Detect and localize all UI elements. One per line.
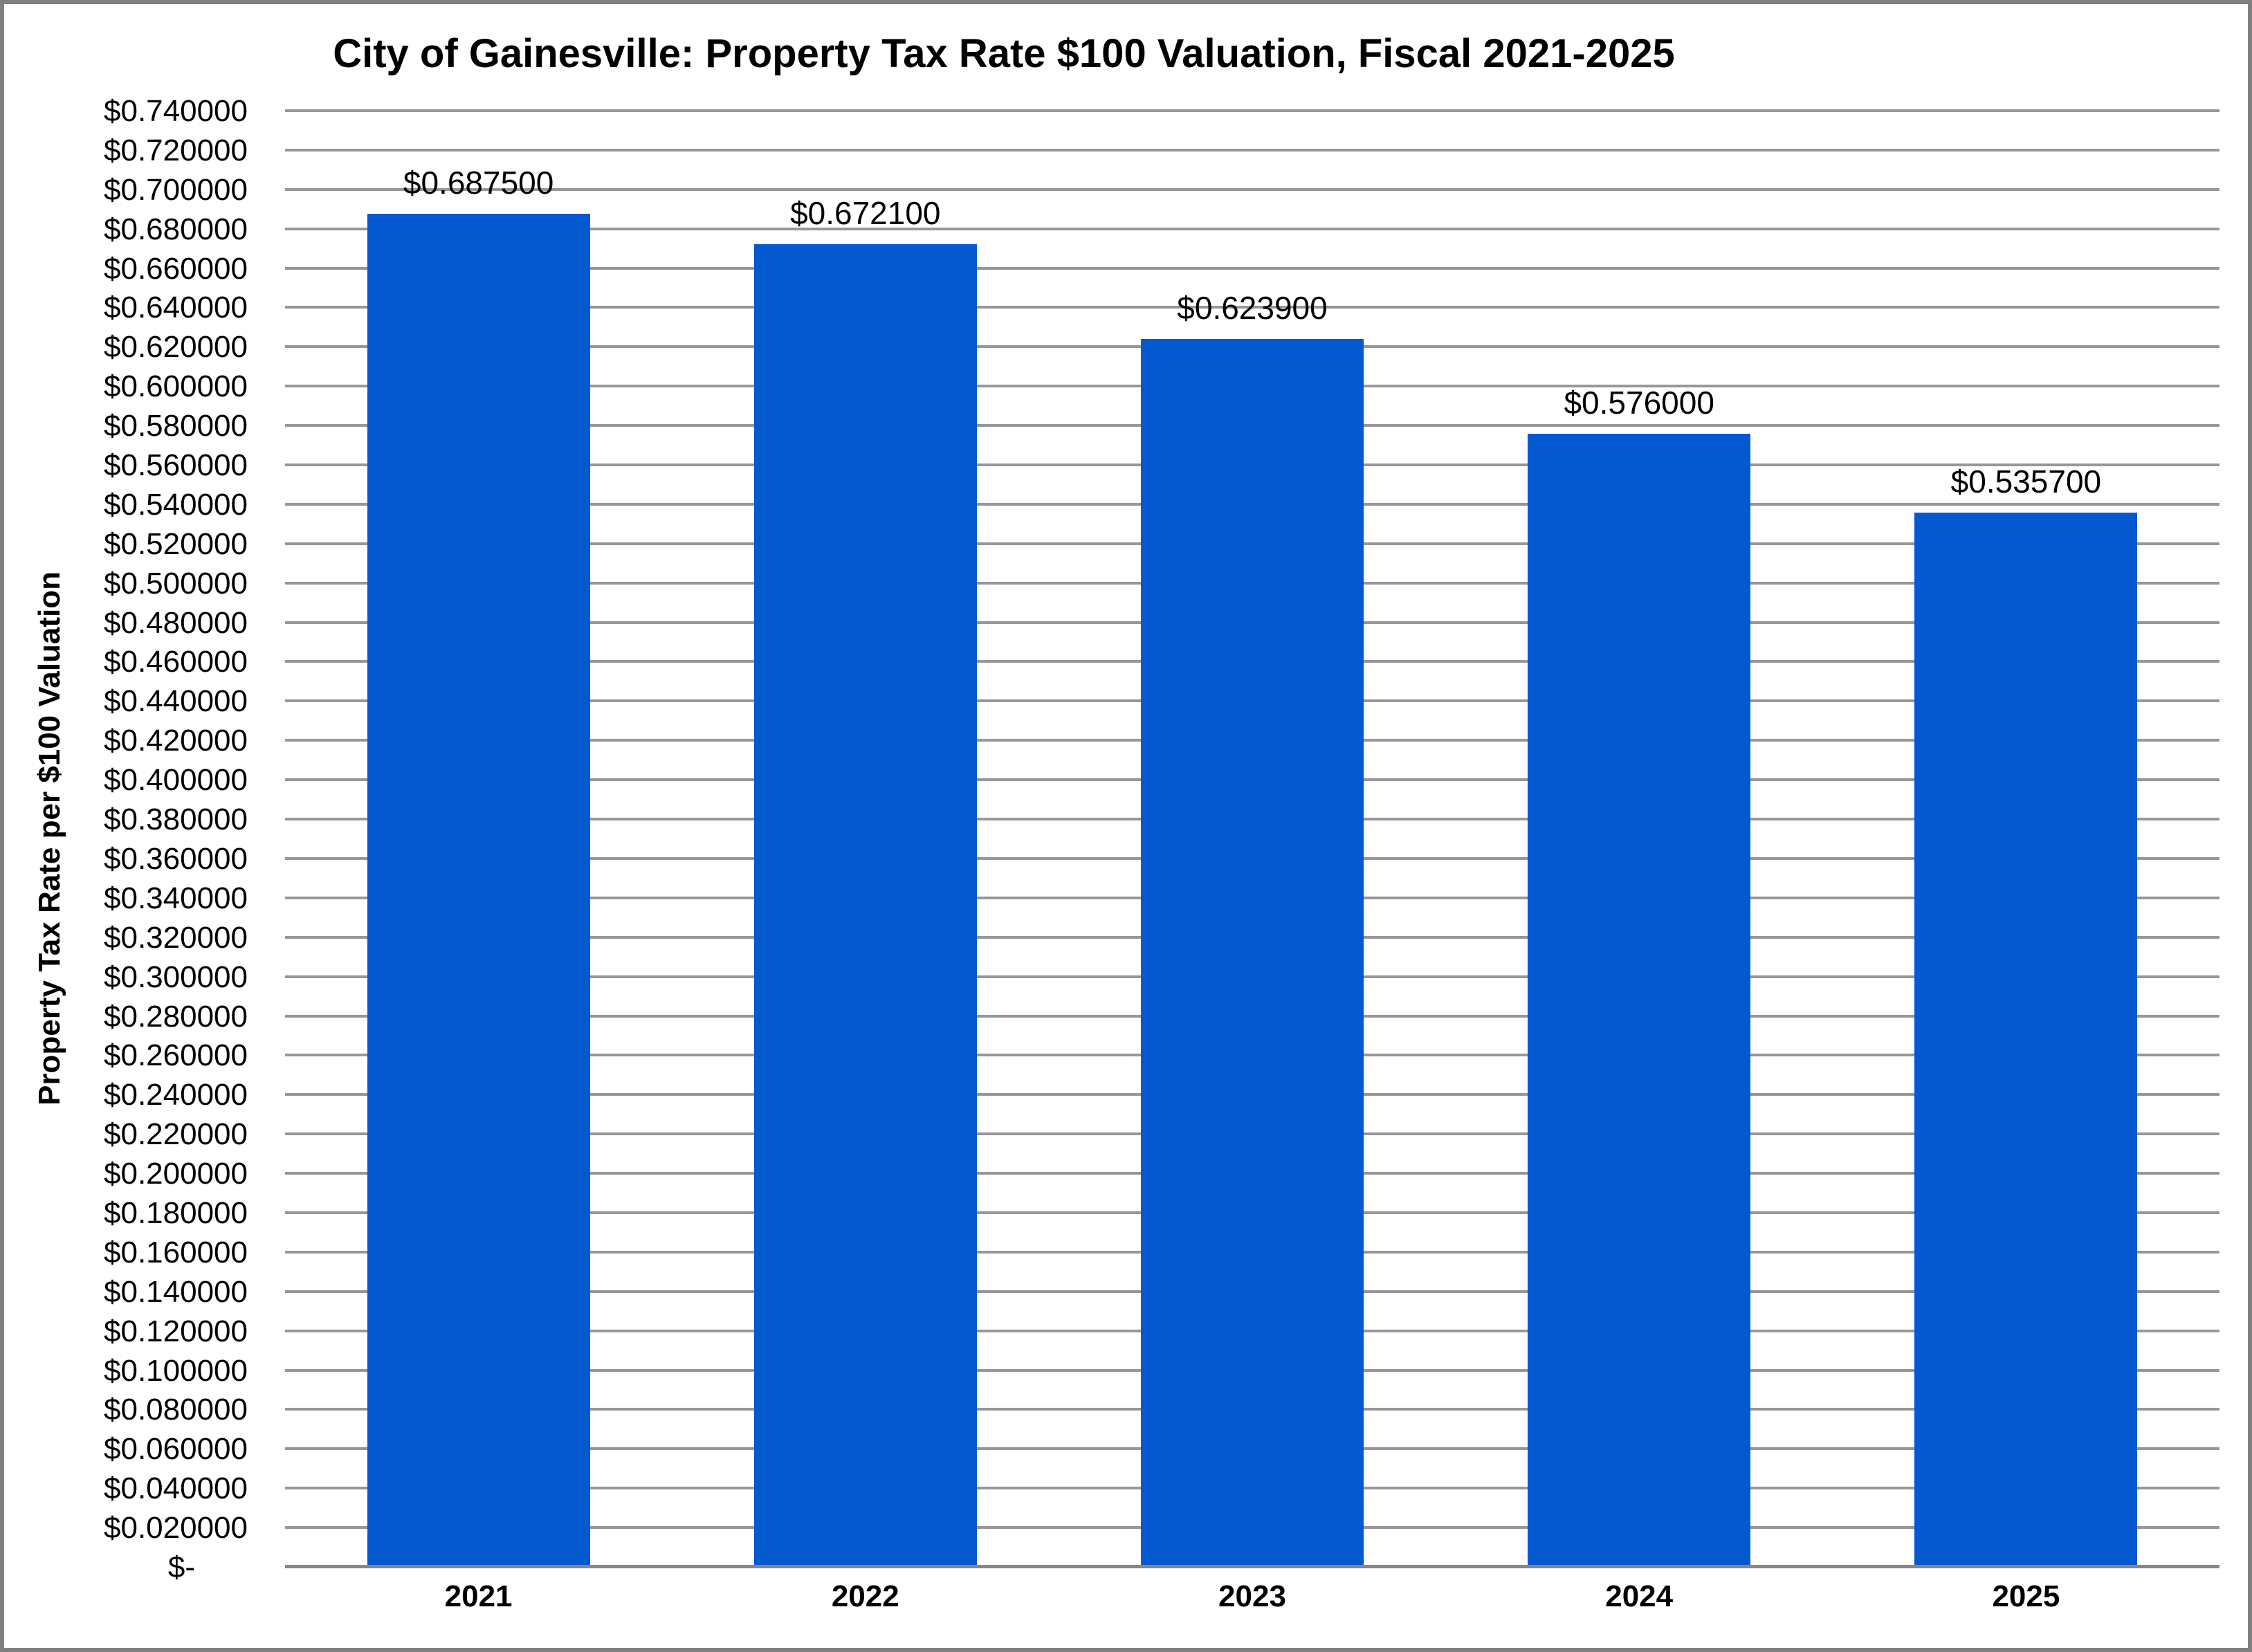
bar-2024 [1528, 433, 1751, 1567]
x-tick-label: 2021 [444, 1579, 513, 1613]
y-tick-label: $0.120000 [104, 1314, 248, 1348]
y-tick-label: $0.460000 [104, 645, 248, 679]
y-tick-label: $0.380000 [104, 802, 248, 837]
bar-2021 [367, 214, 590, 1567]
y-tick-label: $0.360000 [104, 841, 248, 876]
y-tick-label: $0.240000 [104, 1078, 248, 1112]
y-tick-label: $0.020000 [104, 1511, 248, 1545]
y-tick-label: $0.320000 [104, 920, 248, 955]
gridline [285, 227, 2219, 230]
y-tick-label: $0.220000 [104, 1117, 248, 1152]
y-tick-label: $0.400000 [104, 763, 248, 798]
bar-value-label: $0.672100 [790, 195, 941, 232]
y-tick-label: $0.260000 [104, 1038, 248, 1073]
y-tick-label: $0.100000 [104, 1353, 248, 1388]
chart-title: City of Gainesville: Property Tax Rate $… [333, 31, 1675, 76]
y-tick-label: $0.720000 [104, 133, 248, 167]
y-tick-label: $0.440000 [104, 684, 248, 719]
bar-value-label: $0.687500 [403, 165, 554, 201]
x-axis-line [285, 1565, 2219, 1568]
y-tick-label: $0.280000 [104, 999, 248, 1034]
y-tick-label: $0.180000 [104, 1195, 248, 1230]
x-tick-label: 2023 [1218, 1579, 1286, 1613]
bar-2025 [1914, 513, 2138, 1567]
bar-value-label: $0.535700 [1950, 464, 2102, 500]
y-tick-label: $0.740000 [104, 94, 248, 128]
y-tick-label: $0.680000 [104, 212, 248, 246]
y-axis-title-text: Property Tax Rate per $100 Valuation [33, 571, 66, 1105]
bar-2023 [1141, 339, 1364, 1567]
gridline [285, 187, 2219, 191]
bar-value-label: $0.576000 [1564, 384, 1714, 421]
y-tick-label: $0.500000 [104, 566, 248, 600]
y-tick-label: $0.600000 [104, 369, 248, 404]
y-tick-label: $0.620000 [104, 330, 248, 365]
bar-2022 [753, 244, 977, 1567]
y-tick-label: $0.540000 [104, 487, 248, 522]
y-tick-label: $0.420000 [104, 724, 248, 758]
x-tick-label: 2024 [1605, 1579, 1674, 1613]
y-tick-label: $0.560000 [104, 448, 248, 483]
y-tick-label: $0.140000 [104, 1274, 248, 1309]
gridline [285, 109, 2219, 112]
y-tick-label: $0.660000 [104, 251, 248, 286]
gridline [285, 148, 2219, 152]
x-tick-label: 2022 [831, 1579, 899, 1613]
y-tick-label: $0.480000 [104, 605, 248, 640]
plot-area [285, 109, 2219, 1568]
y-tick-label: $0.520000 [104, 526, 248, 561]
y-tick-label: $0.160000 [104, 1235, 248, 1269]
y-tick-label: $0.700000 [104, 172, 248, 207]
bar-value-label: $0.623900 [1177, 290, 1328, 327]
y-tick-label: $0.340000 [104, 881, 248, 915]
y-tick-label: $0.300000 [104, 960, 248, 994]
y-tick-label: $0.060000 [104, 1432, 248, 1467]
x-tick-label: 2025 [1992, 1579, 2060, 1613]
y-tick-label: $0.080000 [104, 1393, 248, 1427]
y-tick-label: $0.040000 [104, 1471, 248, 1506]
y-tick-label: $0.580000 [104, 409, 248, 443]
y-tick-label: $0.200000 [104, 1157, 248, 1191]
gridline [285, 306, 2219, 309]
y-tick-label: $- [167, 1550, 195, 1584]
gridline [285, 266, 2219, 270]
y-tick-label: $0.640000 [104, 291, 248, 325]
